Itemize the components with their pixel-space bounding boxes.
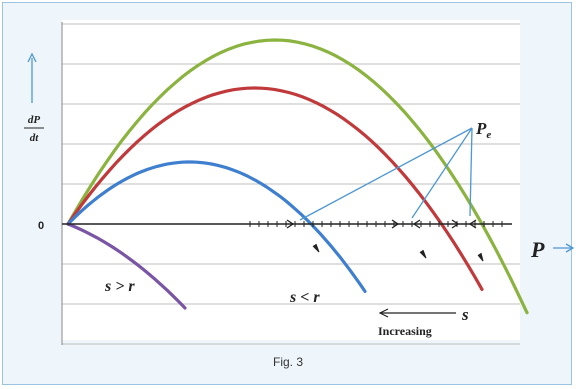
flow-arrows [286, 219, 484, 262]
curves [66, 38, 529, 315]
y-axis-arrow-head [27, 52, 37, 63]
y-label-bottom: dt [30, 132, 40, 144]
curve-arrow [419, 249, 427, 259]
pe-pointer-line [469, 127, 473, 217]
flow-arrow-right [391, 219, 400, 229]
s-label: s [461, 305, 469, 324]
pe-label-sub: e [486, 129, 491, 141]
curve-purple [66, 222, 187, 310]
curve-blue [66, 160, 367, 293]
flow-arrow-left [412, 219, 421, 229]
pe-pointer-line [411, 127, 473, 219]
figure-caption: Fig. 3 [272, 355, 303, 369]
pe-label-main: P [475, 119, 487, 138]
origin-label: 0 [38, 220, 44, 232]
curve-red [66, 86, 484, 291]
annotations [299, 127, 473, 318]
flow-arrow-left [468, 219, 477, 229]
x-axis-label: P [530, 237, 545, 262]
plot-area [62, 20, 520, 340]
axes [24, 22, 575, 345]
curve-arrow [477, 252, 484, 262]
increasing-arrow-head [378, 308, 389, 318]
increasing-label: Increasing [378, 324, 432, 338]
s-gt-r-label: s > r [104, 278, 135, 295]
s-lt-r-label: s < r [289, 289, 320, 306]
curve-arrow [312, 243, 320, 253]
pe-label: Pe [475, 119, 491, 141]
flow-arrow-right [286, 219, 295, 229]
curve-green [66, 38, 529, 315]
flow-arrow-right [451, 219, 460, 229]
pe-pointer-line [299, 127, 473, 221]
y-label-top: dP [28, 114, 41, 126]
x-axis-arrow-head [565, 243, 575, 253]
